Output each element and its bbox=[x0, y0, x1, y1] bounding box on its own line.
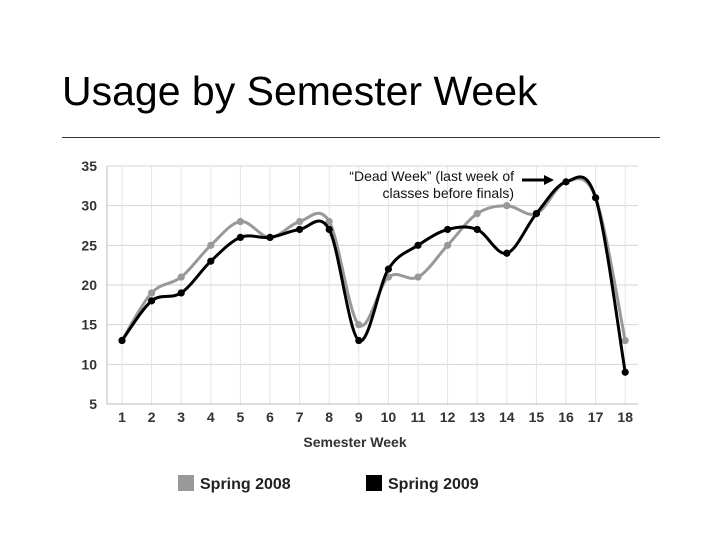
x-tick-label: 14 bbox=[499, 409, 515, 425]
data-point-spring-2009 bbox=[532, 210, 541, 218]
y-tick-label: 5 bbox=[89, 396, 97, 412]
data-point-spring-2008 bbox=[325, 217, 333, 226]
data-point-spring-2008 bbox=[473, 210, 481, 218]
data-point-spring-2009 bbox=[236, 233, 244, 241]
x-tick-label: 17 bbox=[588, 409, 604, 425]
x-tick-label: 1 bbox=[118, 409, 126, 425]
x-tick-label: 15 bbox=[529, 409, 545, 425]
data-point-spring-2008 bbox=[503, 202, 511, 210]
data-point-spring-2009 bbox=[592, 194, 600, 202]
x-tick-label: 12 bbox=[440, 409, 456, 425]
data-point-spring-2009 bbox=[414, 241, 422, 249]
y-tick-label: 35 bbox=[81, 158, 97, 174]
legend-label: Spring 2008 bbox=[200, 476, 291, 493]
x-tick-label: 2 bbox=[148, 409, 156, 425]
legend-item-spring-2008: Spring 2008 bbox=[178, 475, 291, 493]
x-tick-label: 9 bbox=[355, 409, 363, 425]
data-point-spring-2008 bbox=[177, 273, 185, 281]
annotation-text-line: classes before finals) bbox=[382, 185, 514, 201]
x-tick-label: 5 bbox=[237, 409, 245, 425]
y-tick-label: 15 bbox=[81, 317, 97, 333]
annotation-arrow-head bbox=[544, 175, 554, 185]
data-point-spring-2008 bbox=[355, 321, 363, 329]
x-tick-label: 11 bbox=[411, 409, 426, 425]
data-point-spring-2009 bbox=[266, 233, 274, 241]
data-point-spring-2008 bbox=[148, 289, 156, 297]
x-tick-label: 7 bbox=[296, 409, 304, 425]
annotation-text-line: “Dead Week” (last week of bbox=[349, 168, 514, 184]
x-tick-label: 13 bbox=[469, 409, 485, 425]
data-point-spring-2009 bbox=[296, 225, 304, 234]
legend-swatch bbox=[178, 475, 194, 491]
data-point-spring-2008 bbox=[296, 217, 304, 226]
data-point-spring-2009 bbox=[621, 368, 629, 376]
y-tick-label: 10 bbox=[81, 356, 97, 372]
x-tick-label: 18 bbox=[617, 409, 633, 425]
data-point-spring-2009 bbox=[473, 225, 481, 234]
x-tick-label: 8 bbox=[325, 409, 333, 425]
x-tick-label: 16 bbox=[558, 409, 574, 425]
data-point-spring-2009 bbox=[177, 289, 185, 297]
data-point-spring-2009 bbox=[444, 225, 452, 234]
series-spring-2009 bbox=[118, 175, 629, 376]
data-point-spring-2009 bbox=[207, 257, 215, 265]
grid-lines bbox=[107, 165, 638, 405]
data-point-spring-2008 bbox=[207, 241, 215, 249]
y-tick-label: 30 bbox=[81, 198, 97, 214]
y-tick-label: 20 bbox=[81, 277, 97, 293]
series-line-spring-2009 bbox=[120, 175, 627, 374]
series-lines bbox=[118, 175, 629, 376]
x-tick-label: 6 bbox=[266, 409, 274, 425]
data-point-spring-2009 bbox=[118, 336, 126, 345]
data-point-spring-2009 bbox=[503, 249, 511, 257]
x-axis-title: Semester Week bbox=[303, 434, 406, 450]
data-point-spring-2008 bbox=[236, 217, 244, 226]
x-tick-label: 3 bbox=[177, 409, 185, 425]
title-divider bbox=[62, 137, 660, 138]
slide-title: Usage by Semester Week bbox=[62, 68, 538, 114]
data-point-spring-2009 bbox=[562, 178, 570, 186]
data-point-spring-2008 bbox=[621, 336, 629, 345]
series-spring-2008 bbox=[118, 177, 629, 345]
legend: Spring 2008 Spring 2009 bbox=[178, 475, 479, 493]
legend-item-spring-2009: Spring 2009 bbox=[366, 475, 479, 493]
data-point-spring-2008 bbox=[414, 273, 422, 281]
data-point-spring-2009 bbox=[355, 336, 363, 345]
legend-swatch bbox=[366, 475, 382, 491]
y-tick-label: 25 bbox=[81, 237, 97, 253]
data-point-spring-2009 bbox=[384, 265, 392, 273]
data-point-spring-2009 bbox=[148, 297, 156, 305]
data-point-spring-2008 bbox=[444, 241, 452, 249]
legend-label: Spring 2009 bbox=[388, 476, 479, 493]
data-point-spring-2009 bbox=[325, 225, 333, 234]
x-tick-label: 4 bbox=[207, 409, 215, 425]
x-tick-label: 10 bbox=[381, 409, 397, 425]
